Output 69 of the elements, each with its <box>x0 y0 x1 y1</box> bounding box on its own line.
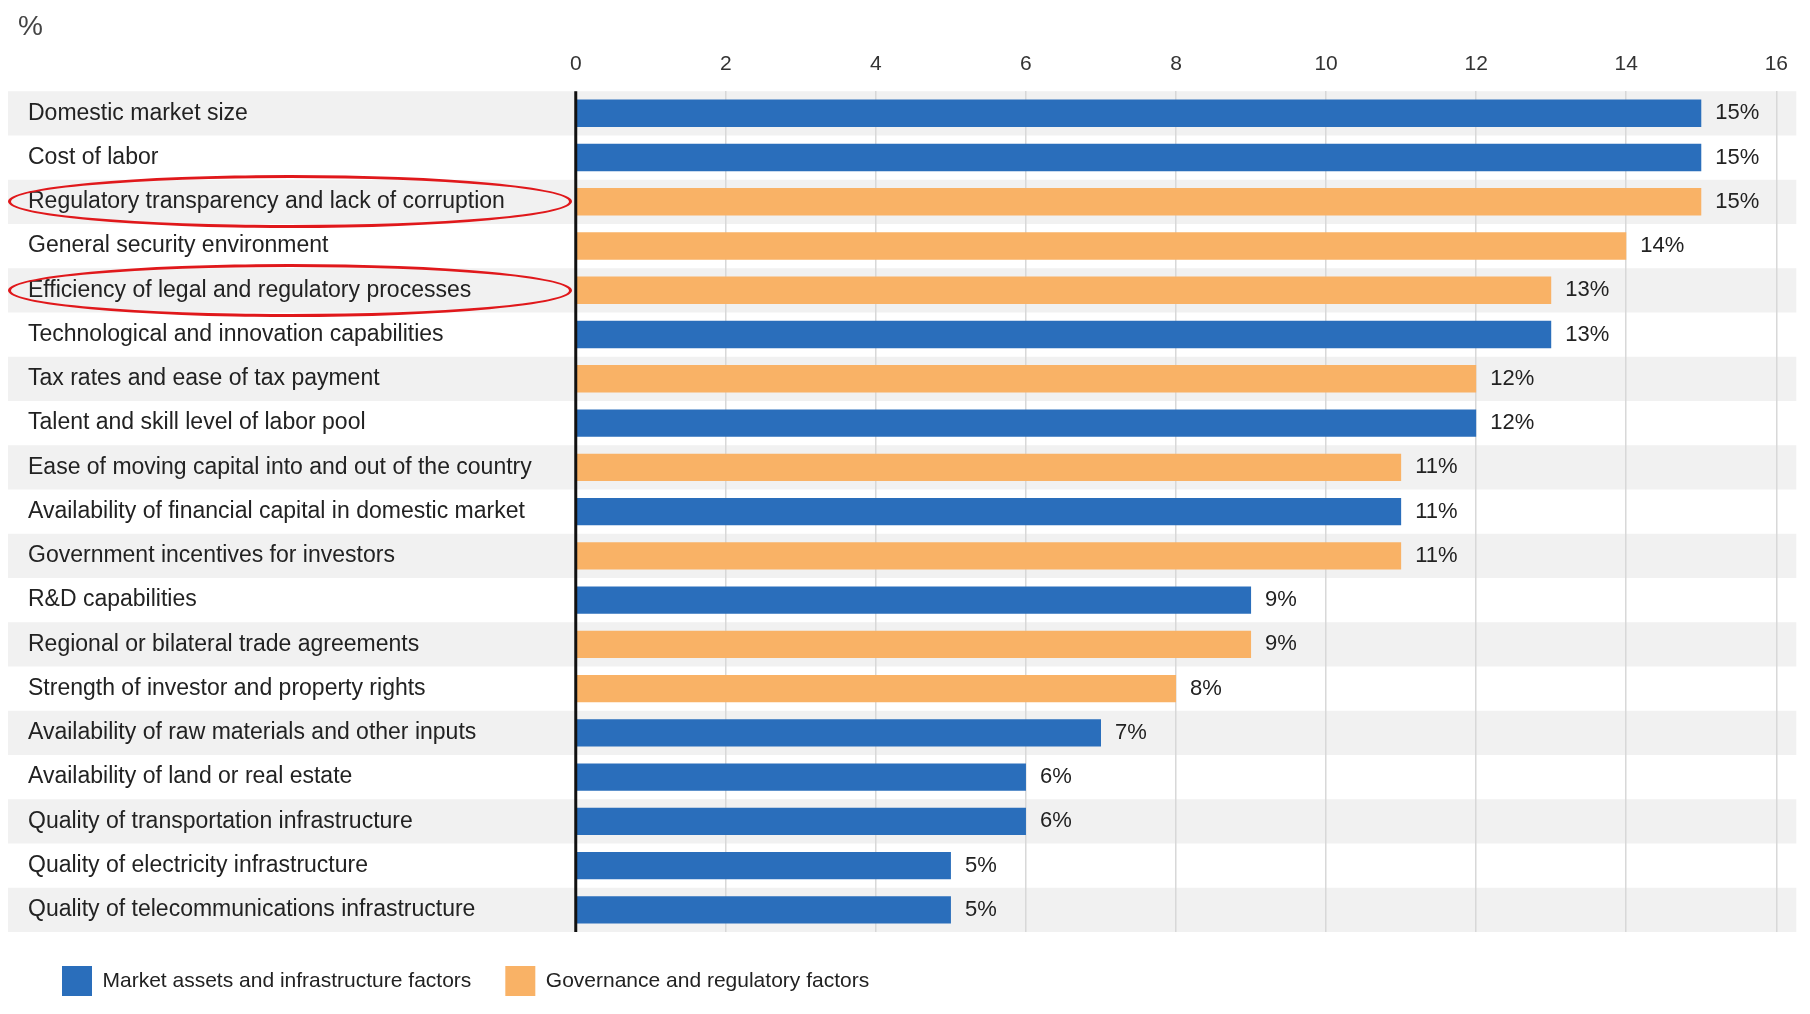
y-tick-label: Strength of investor and property rights <box>28 673 426 700</box>
bar <box>576 99 1702 128</box>
data-label: 12% <box>1490 409 1535 435</box>
data-label: 15% <box>1715 143 1760 169</box>
x-tick-label: 0 <box>569 51 582 75</box>
x-tick-label: 14 <box>1614 51 1639 75</box>
bar <box>576 719 1101 747</box>
data-label: 12% <box>1490 364 1535 390</box>
legend-label: Governance and regulatory factors <box>545 967 870 991</box>
bar <box>576 320 1552 349</box>
bar <box>576 276 1552 305</box>
y-tick-label: Availability of raw materials and other inputs <box>28 718 477 745</box>
bar <box>576 143 1702 172</box>
data-label: 11% <box>1415 453 1458 479</box>
bar <box>576 497 1402 526</box>
y-tick-label: Regulatory transparency and lack of corruption <box>28 187 505 214</box>
data-label: 11% <box>1415 497 1458 523</box>
data-label: 15% <box>1715 187 1760 213</box>
x-tick-label: 16 <box>1764 51 1788 75</box>
y-tick-label: Government incentives for investors <box>28 541 395 568</box>
data-label: 13% <box>1565 320 1610 346</box>
y-tick-label: Domestic market size <box>28 98 248 125</box>
data-label: 15% <box>1715 99 1760 125</box>
bar <box>576 409 1477 437</box>
bar <box>576 807 1026 836</box>
data-label: 5% <box>964 851 997 877</box>
data-label: 8% <box>1190 674 1222 700</box>
data-label: 6% <box>1039 763 1072 789</box>
data-label: 5% <box>964 895 997 921</box>
x-tick-label: 2 <box>719 51 732 75</box>
legend-label: Market assets and infrastructure factors <box>102 967 472 991</box>
bar <box>576 542 1402 570</box>
bar <box>576 232 1627 260</box>
bar <box>576 763 1026 791</box>
data-label: 9% <box>1265 630 1297 656</box>
bar <box>576 586 1252 614</box>
data-label: 11% <box>1415 541 1458 567</box>
y-tick-label: R&D capabilities <box>28 585 197 612</box>
x-tick-label: 8 <box>1170 51 1182 75</box>
x-tick-label: 6 <box>1020 51 1032 75</box>
y-tick-label: Quality of electricity infrastructure <box>28 850 369 877</box>
x-axis-title: % <box>18 10 43 42</box>
data-label: 6% <box>1039 807 1072 833</box>
y-tick-label: Talent and skill level of labor pool <box>28 408 366 435</box>
y-tick-label: Technological and innovation capabilities <box>28 319 444 346</box>
bar <box>576 851 951 880</box>
bar <box>576 674 1177 703</box>
y-tick-label: Cost of labor <box>28 142 159 169</box>
y-tick-label: Availability of financial capital in domestic market <box>28 496 526 523</box>
y-tick-label: Quality of transportation infrastructure <box>28 806 413 833</box>
bar <box>576 453 1402 482</box>
bar <box>576 365 1477 393</box>
y-tick-label: Ease of moving capital into and out of the country <box>28 452 533 479</box>
data-label: 14% <box>1640 232 1685 258</box>
data-label: 13% <box>1565 276 1610 302</box>
x-tick-label: 10 <box>1314 51 1338 75</box>
y-tick-label: Quality of telecommunications infrastructure <box>28 895 476 922</box>
data-label: 9% <box>1265 586 1297 612</box>
y-tick-label: General security environment <box>28 231 330 258</box>
x-tick-label: 12 <box>1464 51 1488 75</box>
y-tick-label: Regional or bilateral trade agreements <box>28 629 420 656</box>
data-label: 7% <box>1115 718 1147 744</box>
x-tick-label: 4 <box>870 51 883 75</box>
y-tick-label: Tax rates and ease of tax payment <box>28 364 381 391</box>
bar <box>576 896 951 924</box>
bar <box>576 188 1702 216</box>
bar <box>576 630 1252 659</box>
y-tick-label: Efficiency of legal and regulatory processes <box>28 275 472 302</box>
y-tick-label: Availability of land or real estate <box>28 762 353 789</box>
